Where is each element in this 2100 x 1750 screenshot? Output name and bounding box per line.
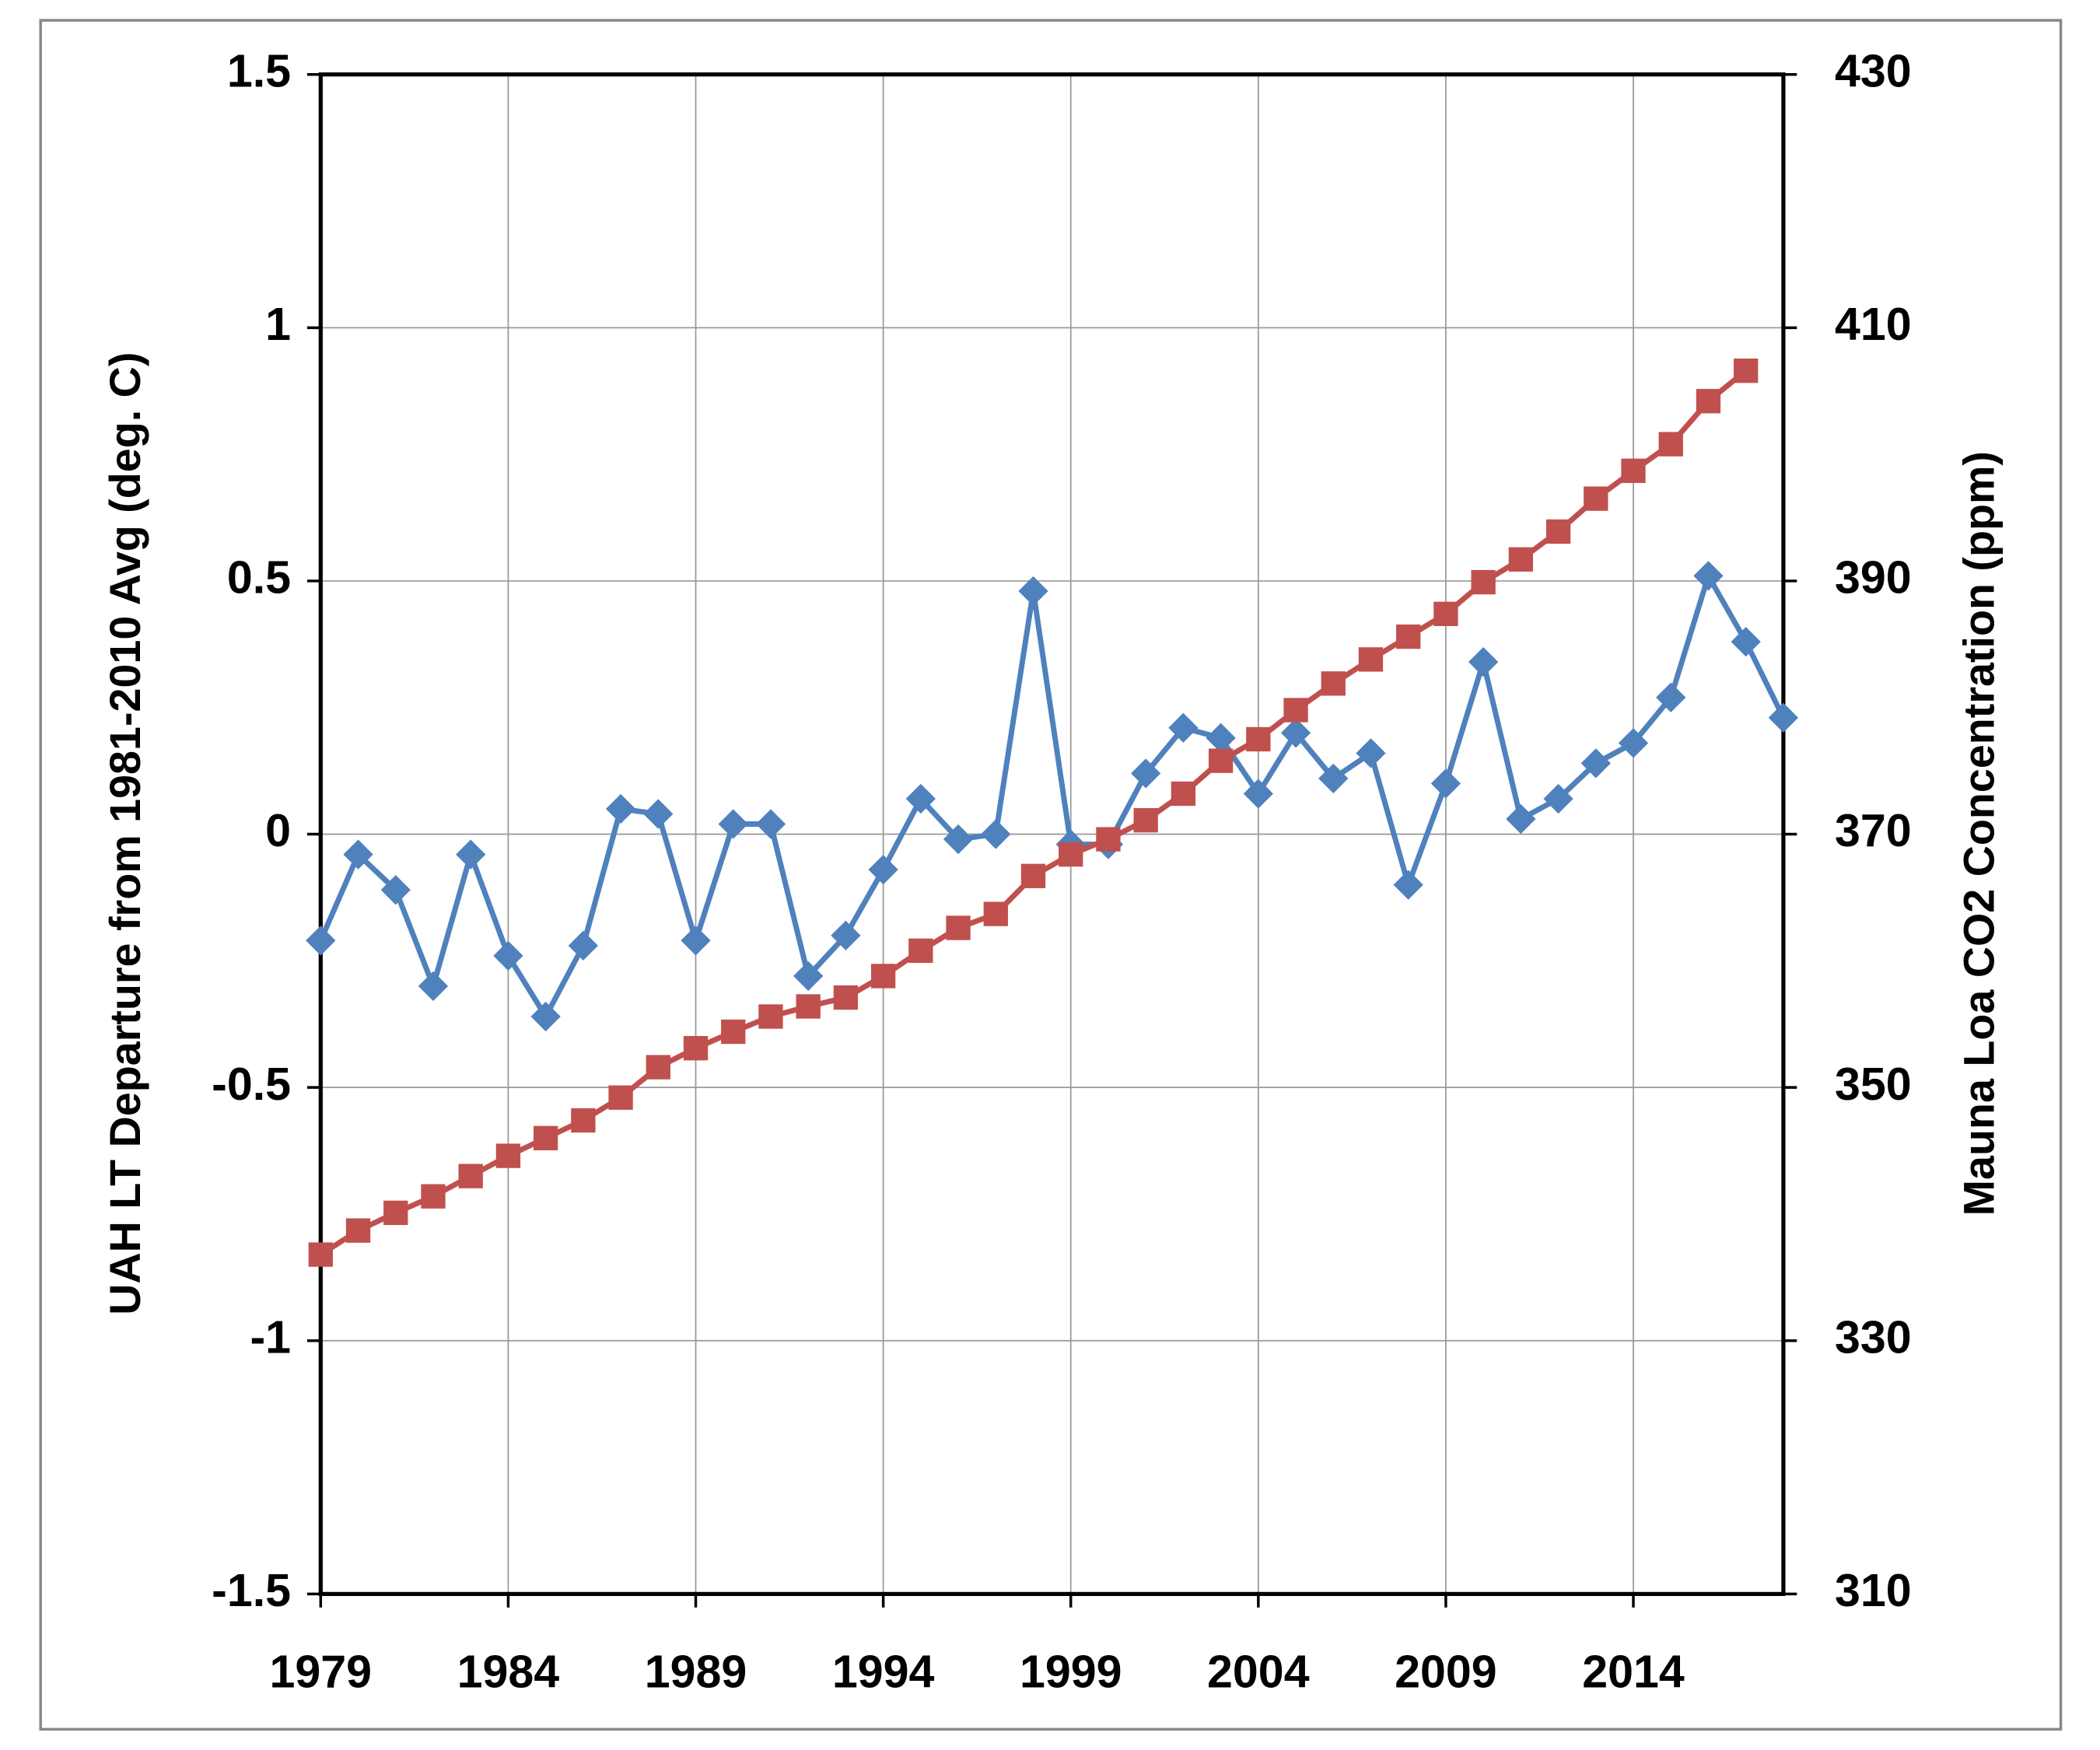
marker [758, 1004, 783, 1029]
marker [831, 920, 861, 950]
marker [1358, 647, 1384, 672]
plot-frame [318, 72, 1786, 1596]
y2-tick-label: 430 [1835, 44, 1912, 96]
marker [1468, 646, 1499, 677]
marker [421, 1184, 446, 1209]
y2-tick-label: 350 [1835, 1058, 1912, 1110]
marker [380, 875, 411, 905]
marker [908, 938, 933, 963]
marker [1731, 626, 1761, 657]
y2-tick-label: 310 [1835, 1564, 1912, 1616]
marker [1768, 702, 1799, 733]
marker [1096, 827, 1121, 852]
marker [1471, 569, 1496, 595]
marker [1246, 726, 1271, 752]
x-tick-label: 1989 [645, 1645, 747, 1697]
y2-tick-label: 370 [1835, 804, 1912, 856]
marker [1584, 486, 1608, 511]
y-tick-label: -0.5 [212, 1058, 291, 1110]
marker [683, 1036, 709, 1061]
y2-tick-label: 410 [1835, 298, 1912, 350]
x-tick-label: 1999 [1020, 1645, 1122, 1697]
marker [796, 994, 821, 1019]
marker [1396, 624, 1421, 649]
marker [755, 809, 786, 839]
marker [646, 1055, 670, 1080]
x-tick-label: 2004 [1207, 1645, 1310, 1697]
marker [456, 839, 486, 870]
y-tick-label: 0 [265, 804, 291, 856]
marker [345, 1218, 371, 1243]
marker [1618, 728, 1649, 758]
marker [1545, 519, 1571, 544]
marker [1734, 359, 1759, 383]
x-tick-label: 1984 [457, 1645, 560, 1697]
y-tick-label: -1.5 [212, 1564, 291, 1616]
marker [1656, 682, 1686, 712]
marker [495, 1143, 521, 1168]
marker [1059, 842, 1083, 867]
marker [493, 940, 523, 971]
chart-frame [39, 19, 2063, 1731]
marker [1580, 748, 1611, 779]
marker [1506, 803, 1536, 835]
marker [1318, 763, 1349, 794]
marker [721, 1019, 746, 1045]
series-line [318, 569, 1787, 1022]
marker [308, 1242, 333, 1267]
marker [1208, 748, 1234, 773]
marker [1433, 601, 1458, 626]
marker [1430, 768, 1461, 799]
x-tick-label: 2009 [1395, 1645, 1497, 1697]
y-axis-label: UAH LT Departure from 1981-2010 Avg (deg… [101, 352, 149, 1315]
y-tick-label: 1.5 [227, 44, 291, 96]
y-tick-label: 1 [265, 298, 291, 350]
marker [833, 985, 859, 1010]
x-tick-label: 1994 [832, 1645, 935, 1697]
marker [1020, 863, 1046, 888]
y2-axis-label: Mauna Loa CO2 Concentration (ppm) [1955, 451, 2003, 1216]
y2-tick-label: 330 [1835, 1311, 1912, 1363]
x-tick-label: 2014 [1582, 1645, 1685, 1697]
marker [1658, 432, 1683, 457]
marker [868, 854, 898, 885]
marker [1321, 671, 1346, 696]
marker [718, 809, 748, 839]
marker [608, 1085, 633, 1110]
marker [1621, 458, 1646, 483]
marker [870, 964, 896, 989]
x-tick-label: 1979 [270, 1645, 373, 1697]
marker [1243, 779, 1273, 809]
marker [571, 1108, 596, 1133]
marker [383, 1200, 408, 1225]
y2-tick-label: 390 [1835, 551, 1912, 604]
marker [1696, 389, 1721, 414]
marker [1280, 718, 1311, 748]
marker [681, 926, 711, 956]
y-tick-label: 0.5 [227, 551, 291, 604]
marker [1283, 698, 1308, 723]
marker [306, 926, 336, 956]
marker [1171, 781, 1196, 807]
marker [1133, 807, 1158, 833]
marker [533, 1125, 558, 1150]
marker [983, 901, 1008, 926]
marker [643, 799, 674, 829]
marker [946, 915, 971, 940]
y-tick-label: -1 [250, 1311, 291, 1363]
marker [1508, 547, 1534, 572]
marker [458, 1164, 483, 1188]
